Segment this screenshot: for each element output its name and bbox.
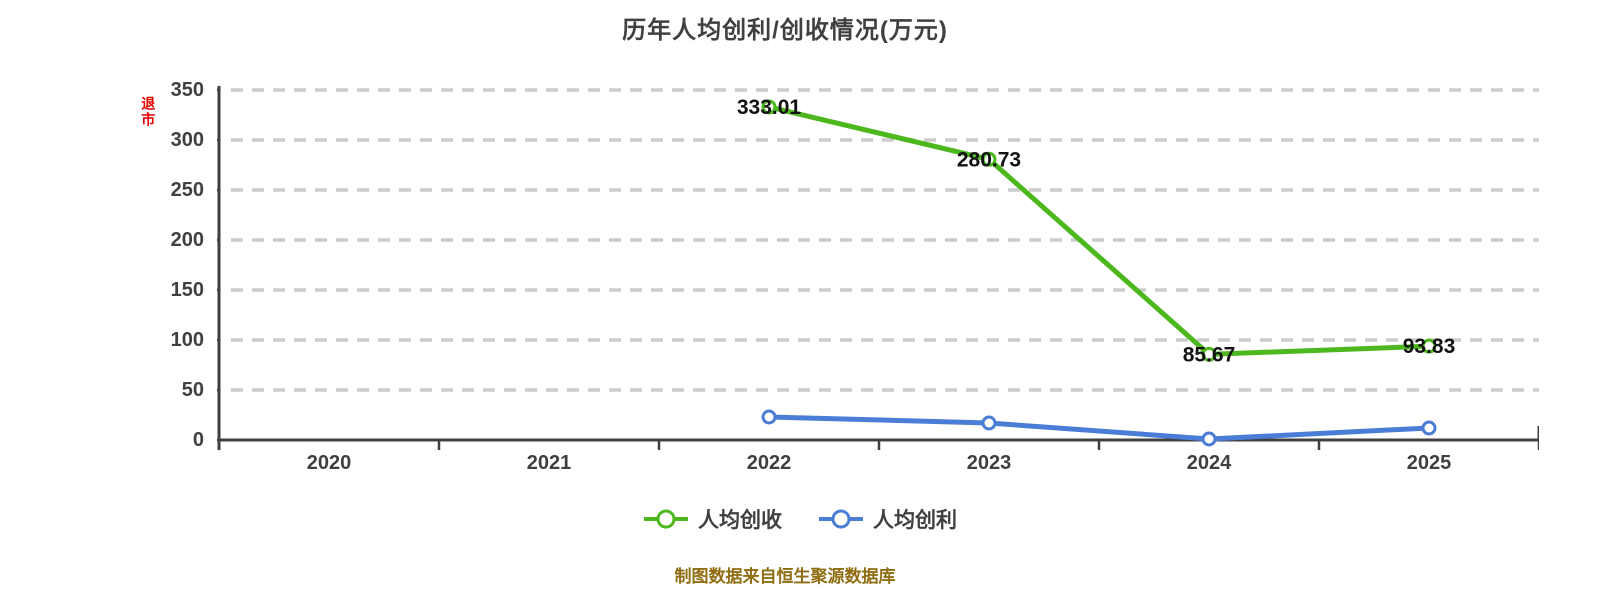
series-line-人均创收 [766, 104, 1432, 357]
y-axis-tick-label: 200 [170, 229, 204, 251]
point-label: 85.67 [1183, 343, 1236, 366]
plot-area: 333.01 280.73 85.67 93.83 [217, 86, 1539, 450]
y-axis-tick-label: 50 [181, 379, 204, 401]
legend: 人均创收 人均创利 [0, 504, 1600, 534]
x-axis-tick-label: 2021 [526, 452, 572, 474]
x-axis-tick-label: 2022 [746, 452, 792, 474]
point-label: 93.83 [1403, 335, 1456, 358]
red-vertical-watermark: 退市 [140, 96, 157, 128]
legend-label: 人均创利 [873, 509, 957, 532]
legend-marker-icon [819, 509, 863, 529]
y-axis-tick-label: 150 [170, 279, 204, 301]
x-axis-tick-label: 2024 [1186, 452, 1232, 474]
data-point[interactable] [1201, 431, 1217, 447]
legend-label: 人均创收 [698, 509, 782, 532]
data-point[interactable] [1201, 346, 1217, 362]
y-axis-tick-label: 250 [170, 179, 204, 201]
point-label: 333.01 [737, 96, 802, 119]
data-point[interactable] [1421, 420, 1437, 436]
data-source-note: 制图数据来自恒生聚源数据库 [674, 567, 896, 586]
data-point[interactable] [981, 151, 997, 167]
x-axis-tick-label: 2020 [306, 452, 352, 474]
legend-item-per-capita-profit[interactable]: 人均创利 [818, 504, 957, 534]
legend-marker-icon [644, 509, 688, 529]
y-axis-tick-label: 100 [170, 329, 204, 351]
y-axis-tick-label: 350 [170, 79, 204, 101]
y-axis-tick-label: 0 [192, 429, 204, 451]
x-axis-tick-label: 2025 [1406, 452, 1452, 474]
series-line-人均创利 [766, 414, 1432, 442]
y-axis-tick-label: 300 [170, 129, 204, 151]
data-point[interactable] [981, 415, 997, 431]
data-point[interactable] [761, 99, 777, 115]
data-point[interactable] [1421, 338, 1437, 354]
page-title: 历年人均创利/创收情况(万元) [622, 17, 948, 44]
data-point[interactable] [761, 409, 777, 425]
legend-item-per-capita-revenue[interactable]: 人均创收 [643, 504, 782, 534]
point-label: 280.73 [957, 148, 1021, 171]
x-axis-tick-label: 2023 [966, 452, 1012, 474]
